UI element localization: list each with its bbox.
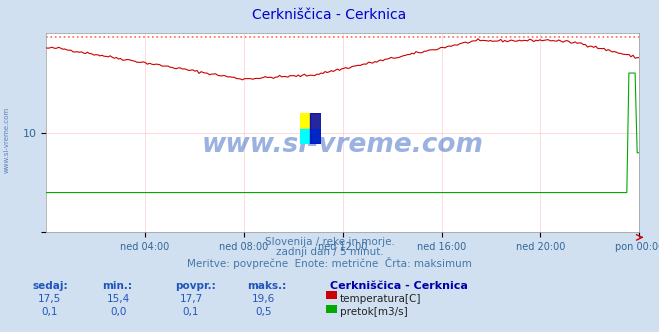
Polygon shape — [300, 113, 321, 129]
Text: 17,7: 17,7 — [179, 294, 203, 304]
Text: sedaj:: sedaj: — [33, 281, 69, 290]
Polygon shape — [300, 129, 321, 144]
Text: 0,5: 0,5 — [255, 307, 272, 317]
Text: www.si-vreme.com: www.si-vreme.com — [202, 132, 484, 158]
Text: Slovenija / reke in morje.: Slovenija / reke in morje. — [264, 237, 395, 247]
Text: Cerkniščica - Cerknica: Cerkniščica - Cerknica — [252, 8, 407, 22]
Text: pretok[m3/s]: pretok[m3/s] — [340, 307, 408, 317]
Text: zadnji dan / 5 minut.: zadnji dan / 5 minut. — [275, 247, 384, 257]
Text: 17,5: 17,5 — [38, 294, 61, 304]
Text: 19,6: 19,6 — [252, 294, 275, 304]
Text: povpr.:: povpr.: — [175, 281, 215, 290]
Text: Meritve: povprečne  Enote: metrične  Črta: maksimum: Meritve: povprečne Enote: metrične Črta:… — [187, 257, 472, 269]
Text: 0,1: 0,1 — [41, 307, 58, 317]
Text: min.:: min.: — [102, 281, 132, 290]
Polygon shape — [310, 113, 321, 144]
Text: 0,0: 0,0 — [111, 307, 127, 317]
Text: 15,4: 15,4 — [107, 294, 130, 304]
Text: 0,1: 0,1 — [183, 307, 200, 317]
Text: www.si-vreme.com: www.si-vreme.com — [3, 106, 9, 173]
Text: Cerkniščica - Cerknica: Cerkniščica - Cerknica — [330, 281, 467, 290]
Text: temperatura[C]: temperatura[C] — [340, 294, 422, 304]
Text: maks.:: maks.: — [247, 281, 287, 290]
